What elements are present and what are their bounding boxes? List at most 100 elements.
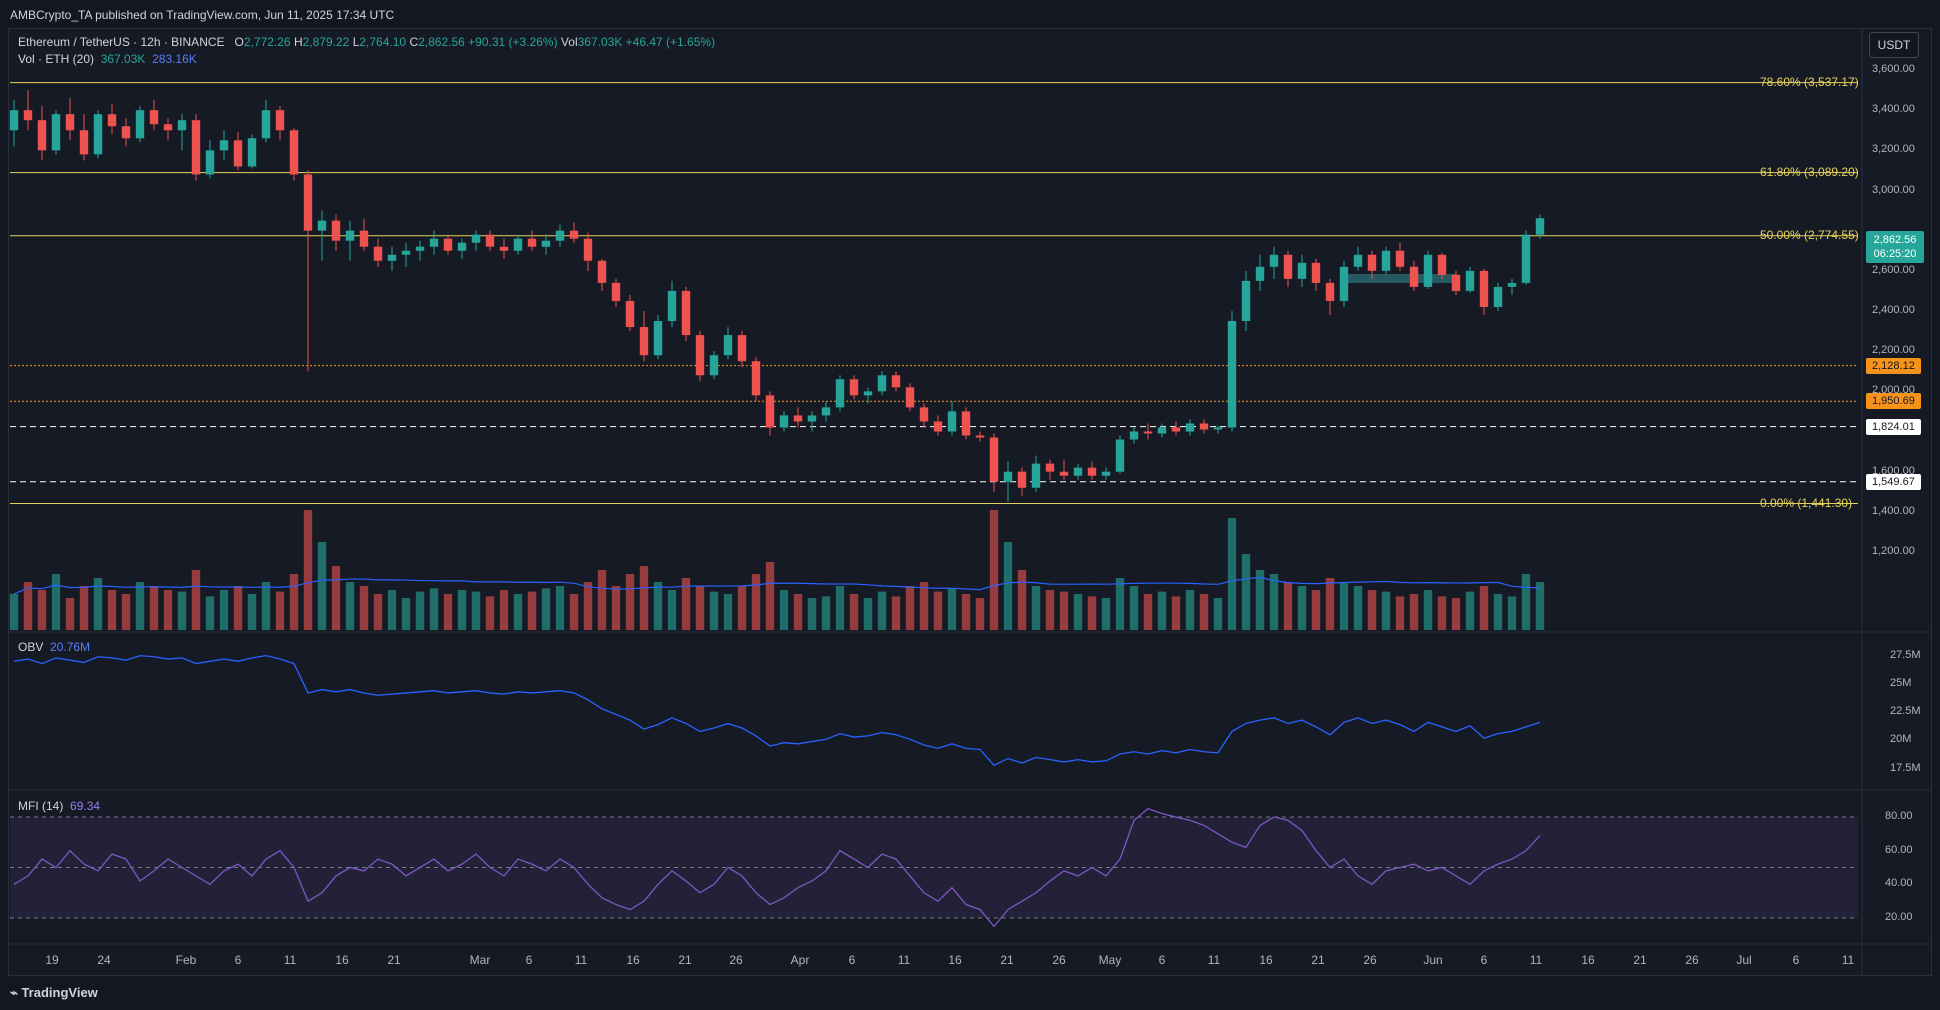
volume-bar (1003, 542, 1013, 630)
volume-bar (1213, 598, 1223, 630)
candle-body (1493, 286, 1503, 307)
volume-bar (1381, 591, 1391, 630)
candle-body (1367, 254, 1377, 271)
price-axis-label: 3,400.00 (1872, 103, 1915, 116)
candle-body (1507, 282, 1517, 287)
candle-body (695, 335, 705, 376)
volume-bar (751, 574, 761, 630)
tradingview-logo[interactable]: ⌁ TradingView (10, 985, 98, 1000)
candle-body (1535, 218, 1545, 235)
level-price-tag: 1,824.01 (1866, 418, 1921, 435)
price-axis-label: 3,000.00 (1872, 183, 1915, 196)
volume-bar (1199, 594, 1209, 630)
candle-body (737, 335, 747, 362)
volume-bar (1437, 596, 1447, 630)
time-axis-label: 21 (1633, 953, 1647, 967)
candle-body (1269, 254, 1279, 267)
candle-body (751, 361, 761, 396)
volume-bar (149, 586, 159, 630)
candle-body (1185, 423, 1195, 432)
volume-bar (1311, 590, 1321, 630)
time-axis-label: 19 (45, 953, 59, 967)
candle-body (1297, 262, 1307, 279)
volume-bar (499, 590, 509, 630)
candle-body (639, 327, 649, 356)
volume-bar (1031, 586, 1041, 630)
candle-body (891, 375, 901, 388)
candle-body (1073, 467, 1083, 476)
candle-body (1213, 427, 1223, 430)
price-axis-label: 1,600.00 (1872, 464, 1915, 477)
volume-bar (1423, 590, 1433, 630)
volume-bar (107, 590, 117, 630)
candle-body (653, 321, 663, 356)
time-axis-label: 6 (525, 953, 533, 967)
candle-body (947, 411, 957, 432)
mfi-line (13, 807, 1541, 928)
candle-body (583, 238, 593, 261)
candle-body (555, 230, 565, 241)
time-axis-label: Feb (175, 953, 197, 967)
candle-body (415, 246, 425, 251)
candle-body (1255, 266, 1265, 281)
volume-bar (541, 588, 551, 630)
price-axis-label: 2,400.00 (1872, 304, 1915, 316)
candle-body (1423, 254, 1433, 287)
symbol-name[interactable]: Ethereum / TetherUS · 12h · BINANCE (18, 35, 225, 49)
volume-bar (695, 586, 705, 630)
volume-bar (1521, 574, 1531, 630)
candle-body (1521, 234, 1531, 283)
candle-countdown: 06:25:20 (1873, 248, 1917, 260)
volume-bar (51, 574, 61, 630)
candle-body (1283, 254, 1293, 279)
candle-body (1017, 471, 1027, 488)
price-axis-label: 2,200.00 (1872, 344, 1915, 357)
candle-body (317, 220, 327, 231)
level-price-tag: 2,128.12 (1866, 357, 1921, 374)
candle-body (289, 130, 299, 175)
volume-value: 367.03K (100, 52, 146, 66)
volume-bar (135, 582, 145, 630)
publish-header: AMBCrypto_TA published on TradingView.co… (0, 0, 1940, 28)
candle-body (1339, 266, 1349, 301)
time-axis-label: 11 (283, 953, 297, 967)
candle-body (23, 110, 33, 121)
candle-body (37, 120, 47, 151)
volume-legend[interactable]: Vol · ETH (20) 367.03K 283.16K (18, 52, 197, 66)
volume-bar (737, 586, 747, 630)
volume-bar (989, 510, 999, 630)
candle-body (779, 415, 789, 428)
candle-body (135, 110, 145, 139)
time-axis-label: 6 (1792, 953, 1800, 967)
candle-body (1129, 431, 1139, 440)
fib-label: 78.60% (3,537.17) (1760, 74, 1859, 89)
volume-bar (1353, 586, 1363, 630)
time-axis-label: 16 (1259, 953, 1273, 967)
candle-body (821, 407, 831, 416)
candle-body (443, 238, 453, 251)
volume-bar (1269, 574, 1279, 630)
obv-legend[interactable]: OBV 20.76M (18, 640, 91, 654)
candle-body (219, 140, 229, 151)
chart-frame[interactable] (8, 28, 1932, 976)
candle-body (1395, 250, 1405, 267)
candle-body (51, 114, 61, 151)
volume-bar (1129, 586, 1139, 630)
candle-body (863, 391, 873, 396)
volume-bar (345, 582, 355, 630)
volume-bar (1101, 598, 1111, 630)
volume-bar (653, 582, 663, 630)
volume-bar (1045, 590, 1055, 630)
volume-bar (219, 590, 229, 630)
volume-bar (1255, 570, 1265, 630)
currency-button[interactable]: USDT (1869, 32, 1919, 58)
mfi-legend[interactable]: MFI (14) 69.34 (18, 799, 101, 813)
volume-bar (121, 594, 131, 630)
volume-bar (1297, 586, 1307, 630)
candle-body (765, 395, 775, 428)
candle-body (1241, 280, 1251, 322)
candle-body (569, 230, 579, 239)
mfi-axis-label: 80.00 (1885, 810, 1913, 822)
volume-bar (527, 591, 537, 630)
